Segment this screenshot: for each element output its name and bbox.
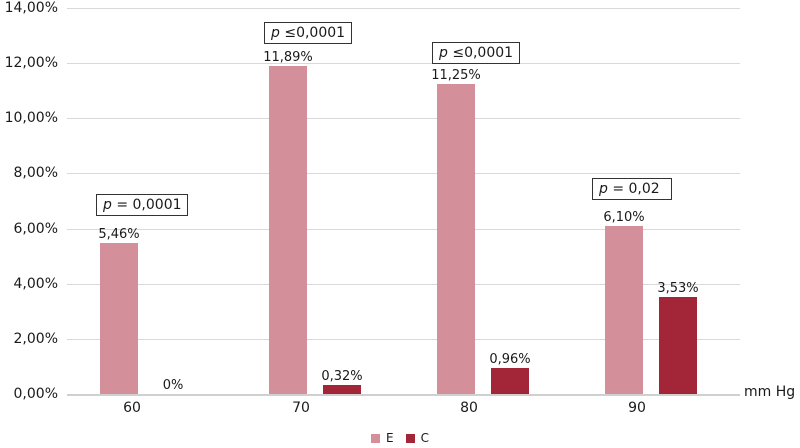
value-label: 6,10%: [603, 209, 645, 225]
legend-swatch: [405, 433, 415, 443]
p-value-text: ≤0,0001: [447, 45, 514, 61]
bar-e-90: [605, 225, 643, 394]
legend-swatch: [371, 433, 380, 443]
y-tick-label: 4,00%: [13, 275, 58, 292]
y-tick-label: 10,00%: [4, 110, 58, 127]
gridline: [67, 173, 740, 174]
p-value-annotation: p = 0,02: [592, 178, 672, 200]
x-tick-label: 80: [460, 400, 478, 416]
p-value-annotation: p = 0,0001: [96, 194, 188, 216]
bar-e-60: [100, 243, 138, 394]
bar-c-90: [659, 296, 697, 394]
gridline: [67, 118, 740, 119]
y-tick-label: 12,00%: [4, 55, 58, 72]
value-label: 0,32%: [321, 369, 363, 385]
x-tick-label: 70: [292, 400, 310, 416]
y-tick-label: 2,00%: [13, 330, 58, 347]
gridline: [67, 339, 740, 340]
value-label: 0,96%: [489, 351, 531, 367]
p-symbol: p: [599, 181, 608, 197]
gridline: [67, 284, 740, 285]
gridline: [67, 8, 740, 9]
p-value-text: = 0,02: [607, 181, 660, 197]
gridline: [67, 63, 740, 64]
legend-label: E: [386, 431, 394, 445]
value-label: 0%: [162, 378, 184, 393]
y-tick-label: 0,00%: [13, 386, 58, 402]
x-tick-label: 90: [628, 400, 646, 416]
p-value-text: = 0,0001: [111, 197, 182, 213]
p-value-annotation: p ≤0,0001: [264, 22, 353, 44]
p-value-text: ≤0,0001: [279, 25, 346, 41]
legend-item-e: E: [371, 431, 394, 445]
legend-item-c: C: [405, 431, 429, 445]
x-axis-line: [67, 394, 740, 396]
y-tick-label: 14,00%: [4, 0, 58, 16]
x-axis-unit-label: mm Hg: [744, 384, 796, 400]
value-label: 3,53%: [657, 280, 699, 296]
x-tick-label: 60: [123, 400, 141, 416]
y-tick-label: 8,00%: [13, 165, 58, 182]
bar-e-80: [437, 83, 475, 394]
value-label: 11,25%: [431, 67, 481, 83]
value-label: 11,89%: [263, 50, 313, 66]
bar-c-80: [491, 367, 529, 394]
p-symbol: p: [103, 197, 112, 213]
gridline: [67, 229, 740, 230]
p-value-annotation: p ≤0,0001: [432, 42, 521, 64]
bar-e-70: [269, 66, 307, 394]
y-tick-label: 6,00%: [13, 220, 58, 237]
value-label: 5,46%: [98, 227, 140, 243]
bar-c-70: [323, 385, 361, 394]
p-symbol: p: [439, 45, 448, 61]
legend-label: C: [420, 431, 429, 445]
p-symbol: p: [271, 25, 280, 41]
